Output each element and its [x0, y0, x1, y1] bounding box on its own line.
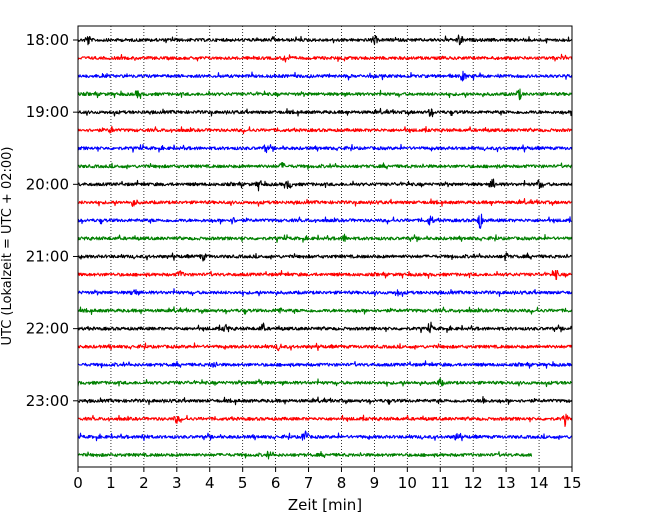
x-axis-ticks: 0 1 2 3 4 5 6 7 8 9 10 11 12 13 14 15: [73, 467, 582, 492]
trace-1800: [77, 34, 573, 46]
trace-2115: [77, 270, 573, 281]
trace-1930: [77, 143, 573, 154]
x-tick-label: 9: [370, 474, 380, 492]
y-tick-label: 21:00: [26, 247, 69, 265]
trace-2215: [77, 342, 573, 352]
trace-2100: [77, 252, 573, 262]
x-tick-label: 6: [271, 474, 281, 492]
x-tick-label: 11: [431, 474, 450, 492]
y-tick-label: 20:00: [26, 175, 69, 193]
x-tick-label: 5: [238, 474, 248, 492]
trace-1830: [77, 70, 573, 82]
x-axis-label: Zeit [min]: [288, 496, 362, 514]
trace-2200: [77, 321, 573, 334]
x-tick-label: 10: [398, 474, 417, 492]
trace-2330: [77, 430, 573, 442]
trace-1945: [77, 162, 573, 170]
trace-1815: [77, 53, 573, 63]
trace-2015: [77, 198, 573, 207]
y-tick-label: 19:00: [26, 103, 69, 121]
x-tick-label: 1: [106, 474, 116, 492]
trace-2145: [77, 306, 573, 316]
trace-2045: [77, 233, 573, 243]
trace-2230: [77, 360, 573, 369]
x-tick-label: 4: [205, 474, 215, 492]
x-tick-label: 3: [172, 474, 182, 492]
trace-1845: [77, 88, 573, 101]
trace-2245: [77, 378, 573, 388]
y-axis-label: UTC (Lokalzeit = UTC + 02:00): [0, 147, 15, 346]
y-tick-label: 22:00: [26, 320, 69, 338]
trace-2315: [77, 413, 573, 428]
plot-frame: [77, 25, 573, 468]
x-tick-label: 2: [139, 474, 149, 492]
x-tick-label: 12: [464, 474, 483, 492]
x-tick-label: 8: [337, 474, 347, 492]
x-tick-label: 7: [304, 474, 314, 492]
y-axis-ticks: 18:00 19:00 20:00 21:00 22:00 23:00: [26, 31, 78, 410]
y-tick-label: 23:00: [26, 392, 69, 410]
x-tick-label: 15: [562, 474, 581, 492]
trace-2030: [77, 213, 573, 229]
x-tick-label: 14: [530, 474, 549, 492]
seismogram-traces: [77, 34, 573, 460]
x-tick-label: 13: [497, 474, 516, 492]
y-tick-label: 18:00: [26, 31, 69, 49]
trace-2000: [77, 178, 573, 192]
trace-1915: [77, 126, 573, 135]
x-tick-label: 0: [73, 474, 83, 492]
trace-2130: [77, 288, 573, 297]
trace-1900: [77, 107, 573, 118]
trace-2300: [77, 396, 573, 406]
trace-2345: [77, 450, 533, 460]
